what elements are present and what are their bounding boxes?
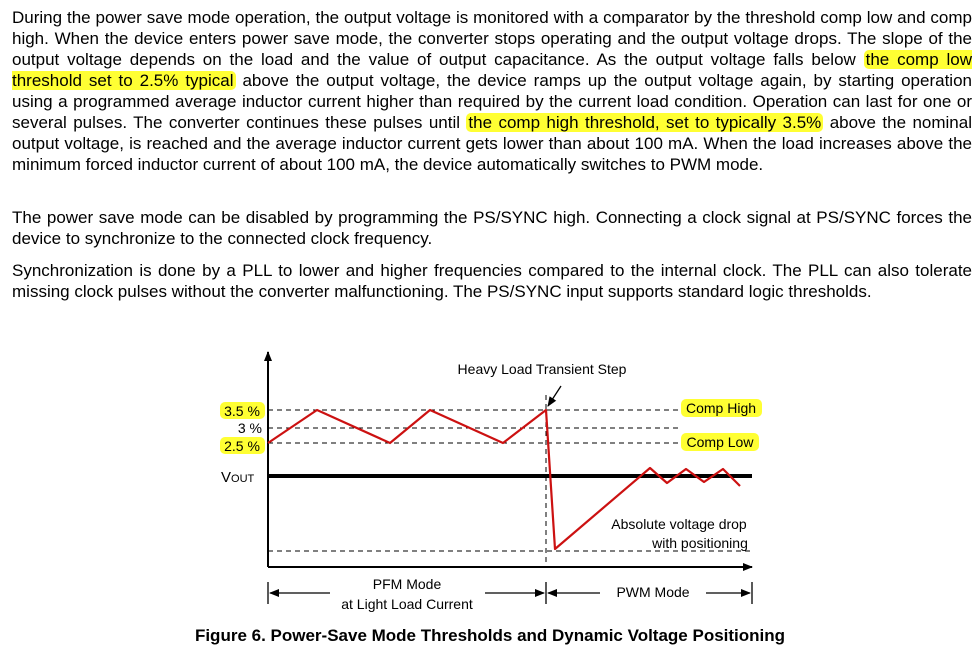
paragraph-synchronization: Synchronization is done by a PLL to lowe… [12, 261, 972, 301]
p1-text-2: above the output voltage, the device ram… [12, 71, 972, 132]
comp-high-label: Comp High [686, 400, 756, 416]
heavy-load-label: Heavy Load Transient Step [458, 361, 627, 377]
comp-low-label: Comp Low [687, 434, 755, 450]
highlight-comp-high: the comp high threshold, set to typicall… [466, 113, 824, 132]
vout-main: V [221, 469, 231, 486]
pfm-mode-label-1: PFM Mode [373, 576, 442, 592]
heavy-load-pointer [547, 385, 562, 407]
label-35-percent: 3.5 % [224, 403, 260, 419]
vout-sub: OUT [231, 473, 255, 485]
output-voltage-waveform [267, 408, 741, 551]
label-25-highlight [220, 437, 265, 454]
vout-label: VOUT [221, 469, 255, 486]
label-25-percent: 2.5 % [224, 438, 260, 454]
figure-caption: Figure 6. Power-Save Mode Thresholds and… [194, 626, 786, 645]
label-35-highlight [220, 402, 265, 419]
comp-low-highlight [681, 433, 759, 451]
pwm-mode-label: PWM Mode [616, 584, 689, 600]
label-3-percent: 3 % [238, 420, 262, 436]
abs-drop-label-1: Absolute voltage drop [611, 516, 747, 532]
paragraph-power-save-disable: The power save mode can be disabled by p… [12, 208, 972, 248]
paragraph-power-save-operation: During the power save mode operation, th… [12, 7, 972, 175]
p1-text-1: During the power save mode operation, th… [12, 8, 972, 69]
comp-high-highlight [681, 399, 762, 417]
pfm-mode-label-2: at Light Load Current [341, 596, 473, 612]
abs-drop-label-2: with positioning [651, 535, 748, 551]
power-save-figure: Heavy Load Transient Step 3.5 % 3 % 2.5 … [220, 351, 762, 612]
p1-text-3: above the nominal output voltage, is rea… [12, 113, 972, 174]
